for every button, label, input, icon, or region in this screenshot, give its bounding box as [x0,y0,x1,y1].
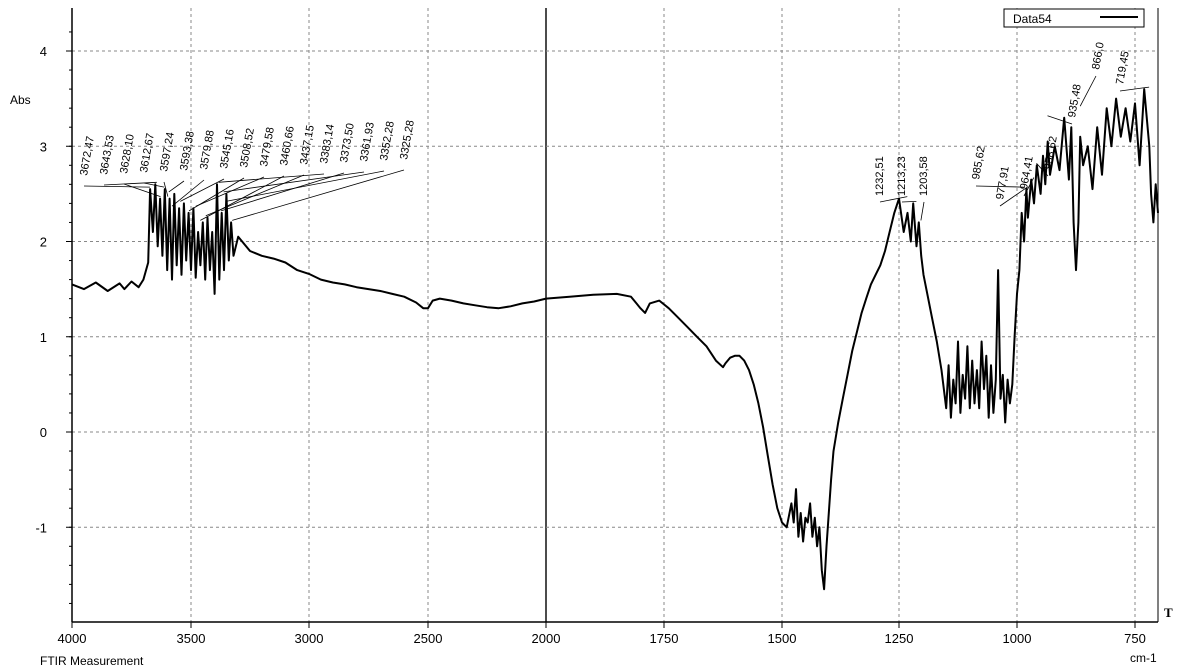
legend-box [1003,8,1145,28]
legend-label: Data54 [1013,12,1052,26]
peak-leader-line [103,181,157,186]
y-axis-label: Abs [10,93,31,107]
peak-leader-line [1036,163,1049,177]
peak-leader-line [123,183,161,197]
x-axis-label: cm-1 [1130,651,1157,665]
x-tick-label: 3500 [177,631,206,646]
grid-lines [72,8,1158,622]
x-tick-label: 1750 [650,631,679,646]
peak-label: 977,91 [994,165,1012,200]
peak-label: 3597,24 [158,131,177,172]
peak-label: 1213,23 [896,156,908,196]
y-tick-label: 2 [40,235,47,250]
peak-label: 964,41 [1018,155,1036,190]
x-tick-label: 1000 [1003,631,1032,646]
peak-label: 3672,47 [78,135,97,176]
peak-leader-line [180,178,225,202]
peak-leader-line [920,201,925,221]
peak-label: 3325,28 [398,119,417,160]
x-tick-label: 1250 [885,631,914,646]
peak-label: 1203,58 [918,156,930,196]
x-tick-label: 2000 [532,631,561,646]
peak-leader-line [901,201,917,203]
footer-label: FTIR Measurement [40,654,144,668]
peak-label: 3352,28 [378,120,397,161]
peak-leader-line [163,181,169,197]
peak-label: 3579,88 [198,129,217,170]
axes: 4000 3500 3000 2500 2000 1750 1500 1250 1000 750 4… [35,8,1159,646]
peak-labels: 3672,47 3643,53 3628,10 3612,67 3597,24 3593,… [78,41,1150,221]
peak-label: 3612,67 [138,132,157,173]
y-tick-label: 0 [40,425,47,440]
peak-leader-line [205,174,305,217]
peak-label: 3373,50 [338,122,357,163]
y-tick-label: 3 [40,139,47,154]
spectrum-layer [71,88,1159,591]
peak-leader-line [879,196,908,203]
x-tick-label: 2500 [414,631,443,646]
peak-label: 958,62 [1042,135,1060,170]
y-tick-label: 1 [40,330,47,345]
series-line-Data54 [71,88,1159,591]
peak-leader-line [143,182,165,188]
peak-leader-line [999,186,1028,207]
x-tick-label: 750 [1124,631,1146,646]
peak-label: 3508,52 [238,127,257,168]
peak-label: 3628,10 [118,133,137,174]
legend: Data54 [1003,8,1145,28]
peak-label: 3545,16 [218,128,237,169]
y-tick-label: -1 [35,520,47,535]
peak-label: 3593,38 [178,130,197,171]
peak-leader-line [225,170,385,202]
peak-leader-line [83,185,151,188]
peak-label: 866,0 [1090,41,1107,70]
peak-leader-line [1047,115,1073,125]
peak-leader-line [168,180,185,193]
peak-leader-line [223,171,365,193]
y-tick-label: 4 [40,44,47,59]
peak-leader-line [1079,75,1097,107]
peak-label: 3361,93 [358,121,377,162]
peak-label: 3437,15 [298,124,317,165]
x-tick-label: 3000 [295,631,324,646]
peak-label: 3643,53 [98,134,117,175]
peak-leader-line [195,176,265,207]
peak-leader-line [218,173,325,183]
corner-mark: T [1164,605,1173,620]
peak-leader-line [171,179,205,207]
peak-label: 935,48 [1066,83,1084,118]
peak-label: 719,45 [1114,50,1132,85]
peak-leader-line [975,185,1024,188]
peak-label: 3479,58 [258,126,277,167]
peak-leader-line [1023,177,1035,197]
peak-label: 1232,51 [874,156,886,196]
peak-leader-line [232,169,405,221]
peak-label: 985,62 [970,145,988,180]
peak-label: 3383,14 [318,123,337,164]
x-tick-label: 4000 [58,631,87,646]
x-tick-label: 1500 [768,631,797,646]
peak-leader-line [1119,86,1150,92]
peak-leader-line [220,172,345,212]
